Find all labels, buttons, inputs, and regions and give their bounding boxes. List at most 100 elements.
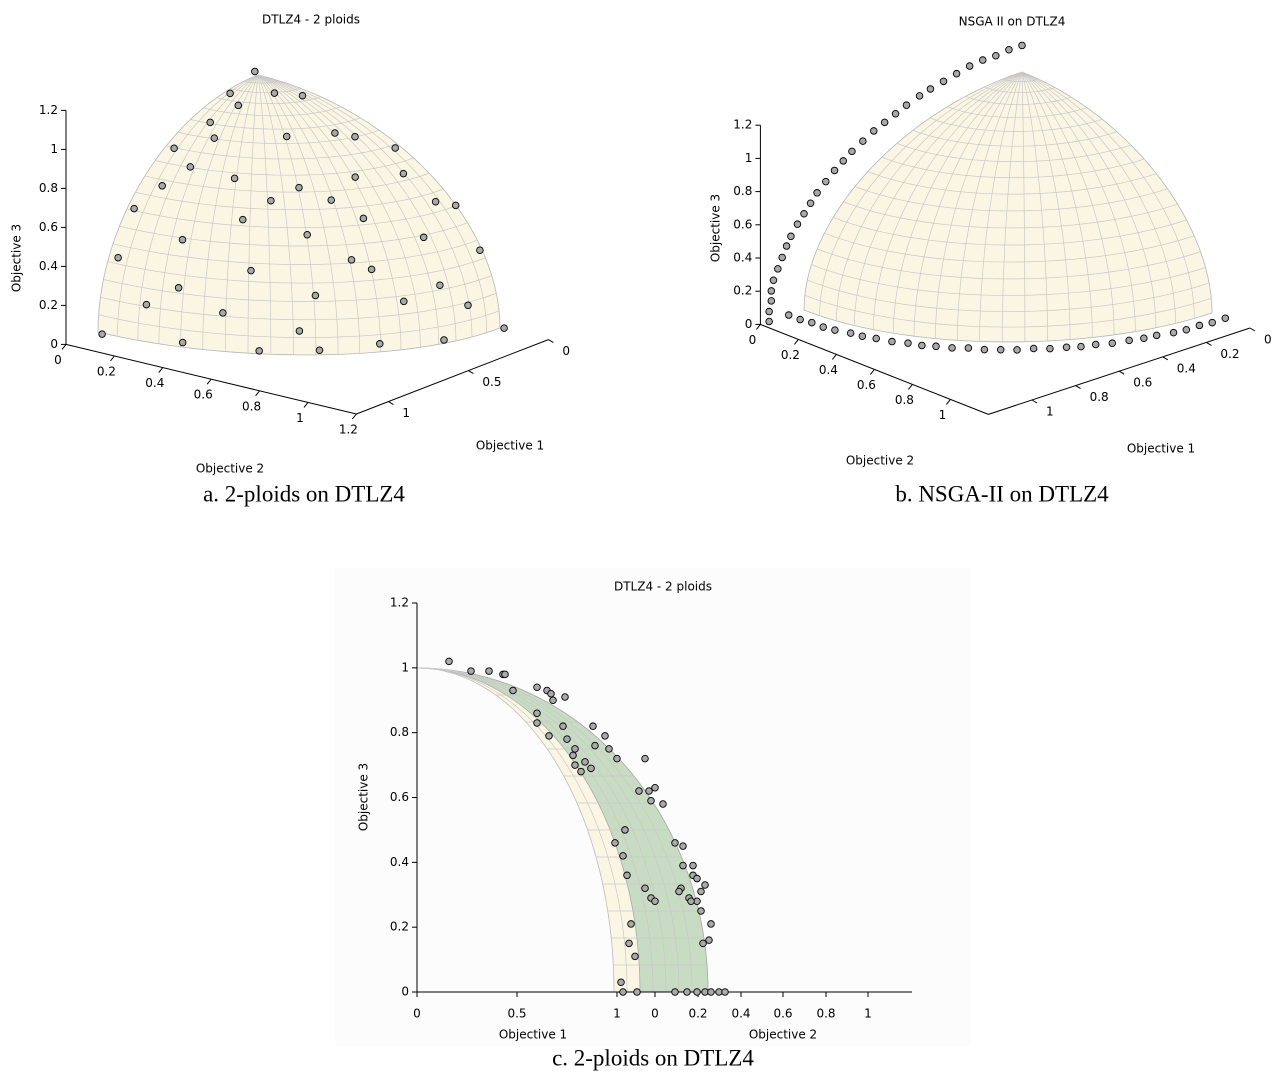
point	[705, 936, 713, 944]
point	[721, 988, 729, 996]
surface-mesh	[843, 201, 1178, 229]
caption: c. 2-ploids on DTLZ4	[552, 1045, 754, 1070]
point	[641, 754, 649, 763]
y-tick	[908, 384, 913, 390]
point	[591, 741, 599, 750]
point	[671, 988, 679, 996]
point	[623, 871, 631, 880]
x-tick	[1206, 341, 1212, 346]
y-tick-label: 1	[939, 408, 947, 422]
x-tick	[1162, 356, 1169, 361]
point	[830, 166, 839, 175]
point	[793, 220, 802, 228]
point	[952, 69, 961, 78]
y-tick-label: 0.4	[819, 363, 838, 377]
point	[926, 85, 935, 93]
surface-mesh	[144, 172, 430, 193]
point	[679, 842, 687, 850]
front-surface	[803, 71, 1213, 343]
point	[419, 233, 428, 242]
surface-mesh	[804, 294, 1212, 328]
axis-label: Objective 2	[846, 454, 914, 468]
point	[347, 256, 356, 264]
z-tick-label: 0.8	[733, 184, 752, 198]
point	[533, 709, 541, 717]
point	[671, 839, 679, 847]
point	[778, 253, 786, 262]
y-tick-label: 0.6	[390, 790, 409, 804]
x-tick	[468, 370, 474, 375]
surface-mesh	[103, 275, 492, 302]
axis-label: Objective 3	[709, 194, 723, 262]
point	[915, 92, 924, 100]
point	[839, 157, 847, 165]
point	[625, 939, 633, 948]
y-tick-label: 0.4	[145, 376, 164, 390]
point	[98, 330, 106, 338]
point	[769, 276, 778, 284]
y-tick	[206, 378, 212, 385]
panel-title: DTLZ4 - 2 ploids	[262, 13, 360, 27]
point	[186, 163, 195, 171]
point	[351, 132, 359, 141]
point	[282, 132, 291, 141]
x-tick-label: 0.5	[507, 1007, 526, 1021]
y-tick-label: 1	[296, 411, 304, 425]
point	[647, 796, 655, 805]
point	[787, 232, 795, 241]
x-tick-label: 0.2	[688, 1007, 707, 1021]
point	[547, 690, 555, 698]
point	[255, 347, 263, 355]
axis-label: Objective 1	[499, 1028, 567, 1042]
point	[784, 311, 793, 319]
y-tick-label: 0.8	[242, 399, 261, 413]
surface-mesh	[416, 667, 707, 993]
point	[485, 667, 493, 675]
point	[619, 852, 627, 860]
surface-mesh	[230, 87, 301, 94]
point	[230, 174, 239, 183]
point	[500, 324, 508, 332]
point	[569, 751, 577, 760]
point	[679, 861, 687, 870]
surface-mesh	[203, 106, 341, 117]
point	[295, 183, 303, 192]
axis-label: Objective 2	[749, 1028, 817, 1042]
point	[234, 101, 243, 110]
point	[782, 242, 791, 250]
point	[848, 147, 856, 156]
point	[158, 182, 166, 190]
y-tick	[352, 413, 357, 420]
y-tick-label: 1	[401, 660, 409, 674]
point	[376, 340, 384, 348]
point	[1046, 344, 1054, 353]
x-tick-label: 0.6	[1133, 376, 1152, 390]
y-tick-label: 1.2	[339, 423, 358, 437]
point	[808, 318, 816, 327]
point	[1029, 344, 1038, 353]
z-tick-label: 0.2	[39, 298, 58, 312]
point	[114, 253, 122, 262]
point	[581, 758, 589, 766]
point	[631, 952, 639, 961]
point	[1018, 41, 1026, 50]
point	[170, 144, 178, 152]
point	[451, 201, 460, 210]
point	[774, 265, 782, 273]
point	[467, 667, 475, 675]
point	[806, 199, 815, 208]
point	[601, 732, 609, 740]
point	[267, 196, 275, 205]
surface-mesh	[896, 142, 1132, 162]
panel-title: DTLZ4 - 2 ploids	[614, 580, 712, 594]
point	[765, 307, 773, 316]
point	[701, 881, 709, 889]
point	[1108, 339, 1117, 347]
x-tick	[1118, 370, 1125, 375]
point	[561, 693, 569, 701]
point	[693, 988, 701, 996]
surface-mesh	[807, 279, 1210, 312]
surface-mesh	[135, 188, 444, 211]
surface-mesh	[100, 292, 497, 321]
point	[687, 897, 695, 905]
